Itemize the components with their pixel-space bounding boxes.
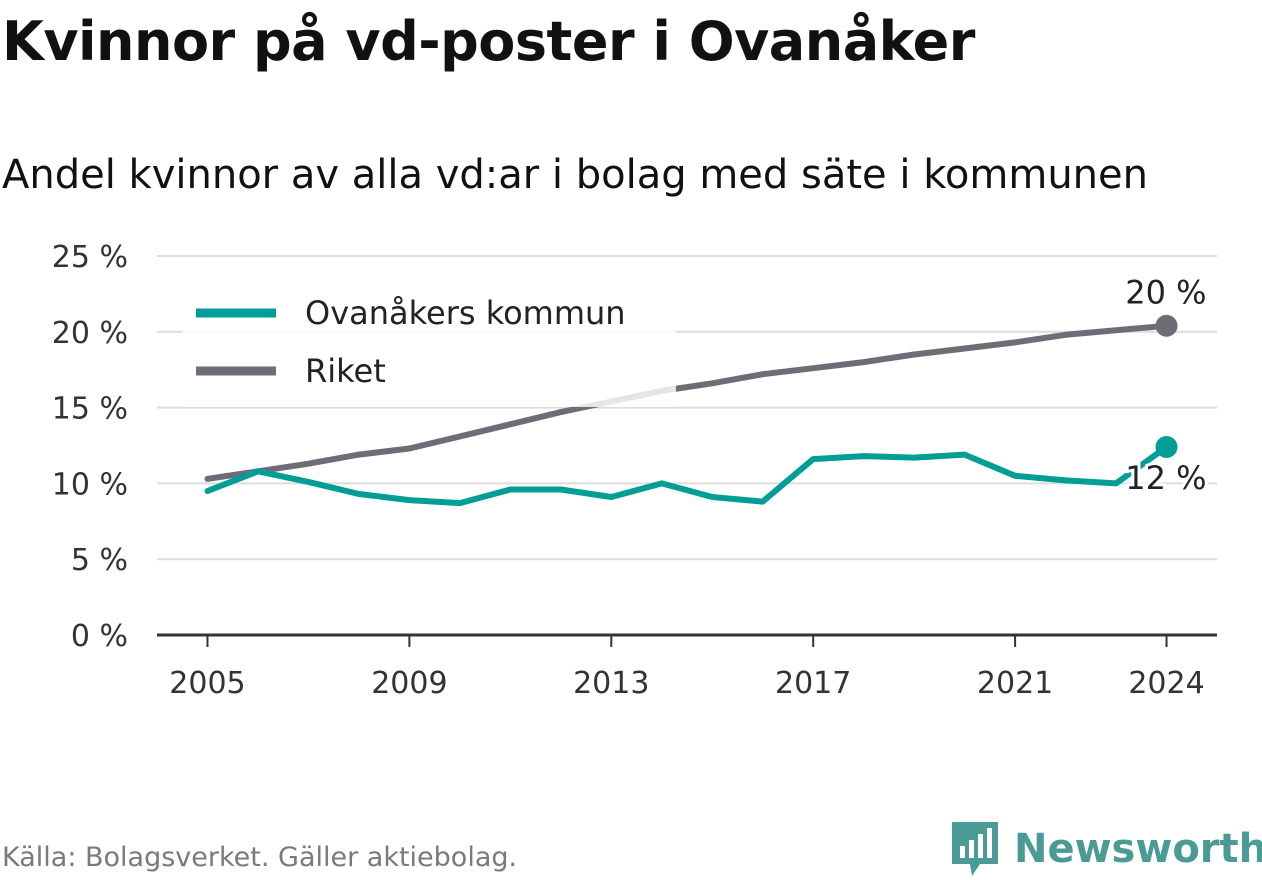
chart-title: Kvinnor på vd-poster i Ovanåker — [2, 10, 975, 73]
y-tick-label: 5 % — [71, 543, 128, 578]
brand-name: Newsworthy — [1014, 826, 1262, 872]
chart-subtitle: Andel kvinnor av alla vd:ar i bolag med … — [2, 152, 1148, 198]
legend-background — [182, 281, 676, 407]
legend-label: Riket — [305, 352, 386, 390]
y-tick-label: 10 % — [52, 467, 128, 502]
x-tick-label: 2009 — [371, 666, 447, 701]
end-value-label: 20 % — [1125, 274, 1206, 312]
brand-logo: Newsworthy — [950, 818, 1262, 880]
source-note: Källa: Bolagsverket. Gäller aktiebolag. — [2, 842, 518, 873]
series-line-0 — [204, 444, 1170, 507]
series-end-point-0 — [1155, 436, 1178, 459]
x-axis-ticks: 2005 2009 2013 2017 2021 2024 — [157, 633, 1217, 701]
x-tick-label: 2005 — [169, 666, 245, 701]
y-tick-label: 0 % — [71, 619, 128, 654]
series-end-point-1 — [1155, 314, 1178, 337]
y-tick-label: 25 % — [52, 240, 128, 275]
y-tick-label: 15 % — [52, 392, 128, 427]
series-lines — [204, 314, 1178, 507]
legend: Ovanåkers kommun Riket — [182, 281, 676, 407]
y-axis-ticks: 0 % 5 % 10 % 15 % 20 % 25 % — [52, 240, 128, 654]
y-tick-label: 20 % — [52, 316, 128, 351]
x-tick-label: 2024 — [1128, 666, 1204, 701]
series-line-1 — [204, 322, 1170, 482]
end-value-label: 12 % — [1125, 459, 1206, 497]
bar-chart-logo-icon — [952, 822, 998, 876]
x-tick-label: 2013 — [573, 666, 649, 701]
end-labels: 12 % 20 % — [1122, 271, 1209, 500]
x-tick-label: 2021 — [977, 666, 1053, 701]
x-tick-label: 2017 — [775, 666, 851, 701]
legend-label: Ovanåkers kommun — [305, 294, 626, 332]
